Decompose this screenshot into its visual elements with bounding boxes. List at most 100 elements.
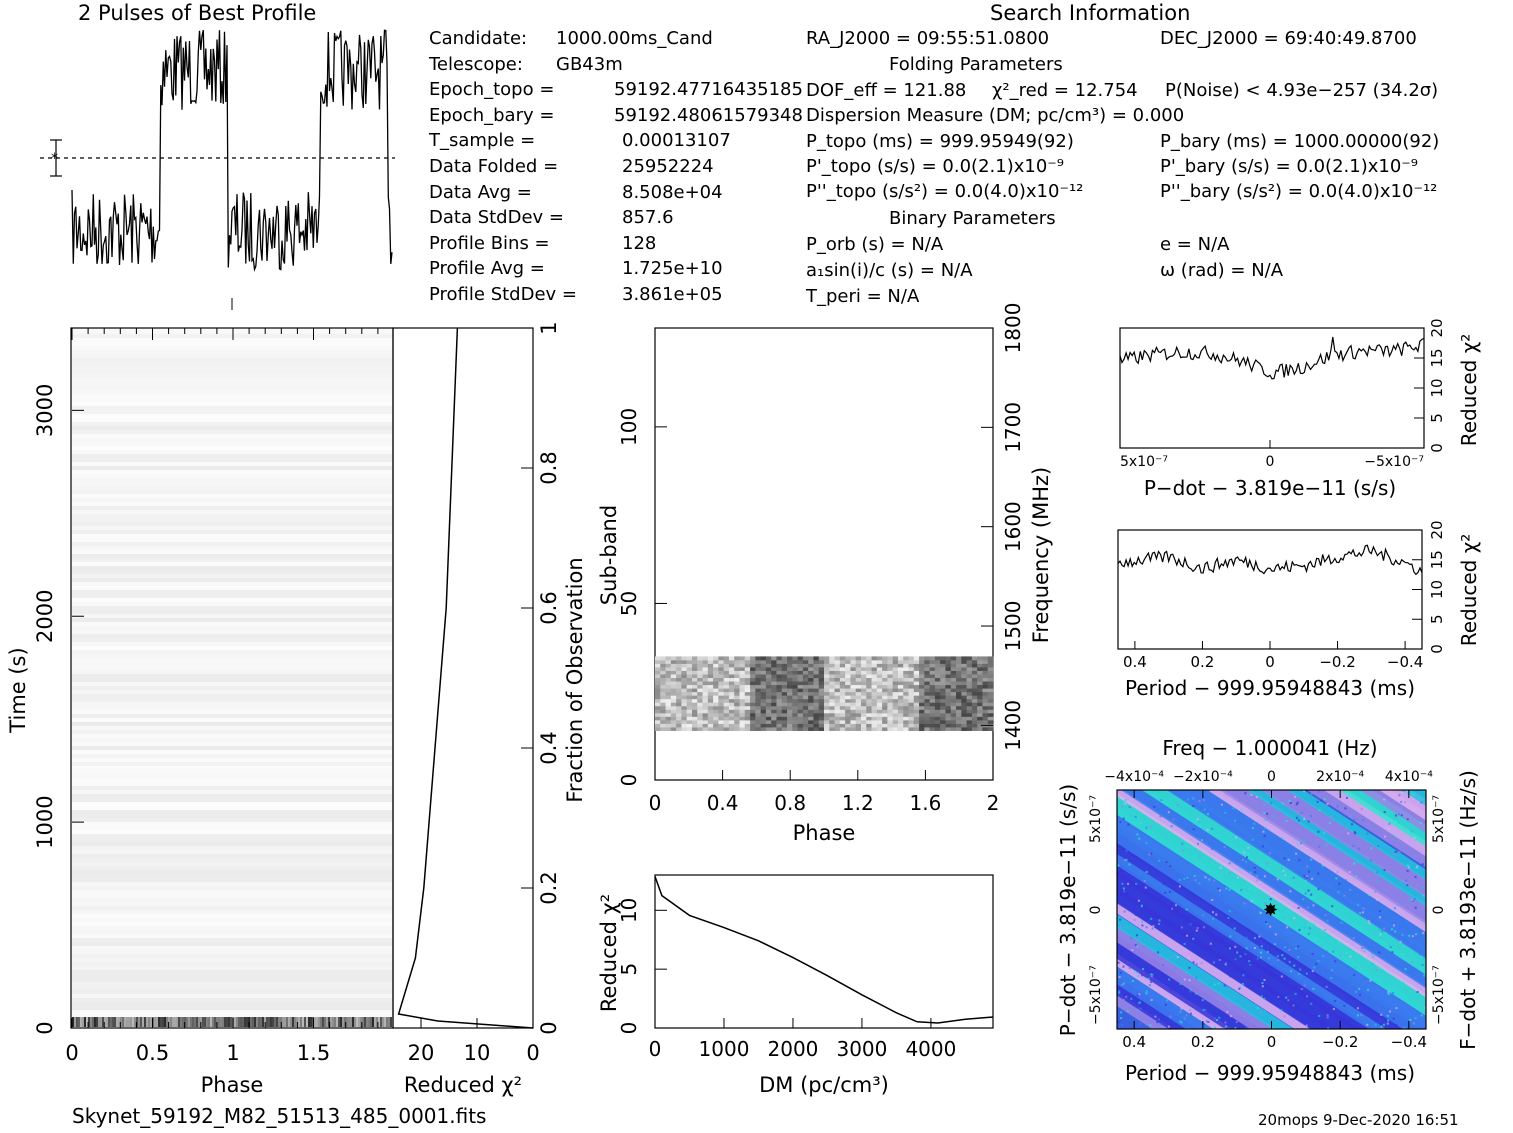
- subband-cell: [681, 663, 688, 668]
- p-pdot-speckle: [1374, 891, 1377, 894]
- subband-cell: [686, 691, 693, 696]
- subband-cell: [681, 681, 688, 686]
- subband-cell: [966, 674, 973, 678]
- subband-cell: [676, 656, 682, 661]
- subband-cell: [966, 695, 973, 700]
- time-phase-first-interval-cell: [80, 1017, 82, 1027]
- subband-cell: [966, 677, 973, 682]
- subband-cell: [776, 656, 783, 661]
- time-phase-stripe: [72, 614, 392, 618]
- subband-cell: [908, 702, 915, 707]
- subband-cell: [655, 723, 661, 728]
- time-phase-first-interval-cell: [86, 1017, 88, 1027]
- subband-cell: [797, 705, 804, 710]
- subband-cell: [755, 698, 762, 703]
- subband-cell: [713, 681, 719, 686]
- subband-cell: [713, 712, 719, 717]
- subband-cell: [707, 716, 714, 721]
- p-pdot-speckle: [1259, 946, 1262, 949]
- subband-cell: [956, 691, 962, 696]
- period-chi2-ylabel: Reduced χ²: [1457, 534, 1481, 647]
- p-pdot-speckle: [1234, 1026, 1237, 1029]
- subband-cell: [919, 659, 925, 664]
- subband-cell: [808, 727, 814, 731]
- subband-cell: [676, 688, 682, 693]
- subband-cell: [839, 705, 846, 710]
- p-pdot-speckle: [1358, 976, 1361, 979]
- subband-cell: [903, 681, 909, 686]
- time-phase-stripe: [72, 338, 392, 342]
- period-xtick-label: 0: [1265, 653, 1275, 671]
- subband-cell: [707, 719, 714, 724]
- subband-cell: [655, 716, 661, 721]
- p-pdot-speckle: [1324, 914, 1327, 917]
- p-pdot-speckle: [1213, 983, 1216, 986]
- subband-cell: [876, 705, 883, 710]
- subband-cell: [950, 712, 957, 717]
- subband-cell: [718, 705, 725, 710]
- time-phase-first-interval-cell: [268, 1017, 270, 1027]
- subband-cell: [665, 659, 672, 664]
- time-phase-first-interval-cell: [346, 1017, 348, 1027]
- subband-cell: [945, 712, 952, 717]
- subband-cell: [971, 667, 978, 671]
- p-pdot-speckle: [1189, 923, 1192, 926]
- subband-cell: [966, 719, 973, 724]
- time-phase-stripe: [72, 502, 392, 506]
- subband-cell: [987, 705, 994, 710]
- candidate-info-label: T_sample =: [429, 130, 536, 152]
- subband-cell: [929, 727, 936, 731]
- time-phase-first-interval-cell: [250, 1017, 252, 1027]
- subband-cell: [903, 684, 909, 689]
- p-pdot-speckle: [1414, 1017, 1417, 1020]
- subband-cell: [903, 705, 909, 710]
- p-pdot-speckle: [1349, 815, 1352, 818]
- subband-cell: [660, 695, 666, 700]
- subband-cell: [855, 677, 862, 682]
- p-pdot-speckle: [1123, 926, 1126, 929]
- p-pdot-speckle: [1266, 802, 1269, 805]
- p-pdot-speckle: [1352, 937, 1355, 940]
- subband-cell: [956, 677, 962, 682]
- subband-cell: [670, 723, 677, 728]
- subband-cell: [845, 695, 851, 700]
- time-phase-stripe: [72, 654, 392, 658]
- subband-cell: [750, 709, 756, 714]
- subband-cell: [934, 705, 941, 710]
- subband-cell: [765, 691, 772, 696]
- subband-cell: [718, 709, 725, 714]
- subband-cell: [971, 691, 978, 696]
- p-pdot-speckle: [1183, 1017, 1186, 1020]
- subband-cell: [676, 691, 682, 696]
- subband-cell: [760, 712, 767, 717]
- subband-cell: [971, 670, 978, 675]
- p-pdot-speckle: [1228, 888, 1231, 891]
- subband-cell: [860, 659, 867, 664]
- subband-cell: [892, 723, 899, 728]
- p-pdot-speckle: [1409, 898, 1412, 901]
- p-pdot-speckle: [1353, 862, 1356, 865]
- subband-cell: [940, 667, 946, 671]
- subband-cell: [776, 684, 783, 689]
- subband-cell: [697, 688, 703, 693]
- subband-cell: [734, 716, 740, 721]
- p-pdot-speckle: [1119, 926, 1122, 929]
- subband-cell: [797, 677, 804, 682]
- time-phase-first-interval-cell: [134, 1017, 136, 1027]
- subband-cell: [755, 712, 762, 717]
- subband-cell: [750, 695, 756, 700]
- subband-cell: [892, 705, 899, 710]
- p-pdot-speckle: [1137, 975, 1140, 978]
- subband-cell: [924, 719, 931, 724]
- p-pdot-band: [1323, 790, 1426, 857]
- subband-cell: [713, 677, 719, 682]
- p-pdot-speckle: [1247, 852, 1250, 855]
- p-pdot-speckle: [1399, 940, 1402, 943]
- subband-cell: [707, 677, 714, 682]
- p-pdot-speckle: [1263, 875, 1266, 878]
- subband-xtick-label: 0.4: [707, 791, 739, 815]
- subband-cell: [919, 663, 925, 668]
- subband-cell: [802, 674, 809, 678]
- p-pdot-speckle: [1192, 828, 1195, 831]
- dm-xtick-label: 4000: [905, 1037, 956, 1061]
